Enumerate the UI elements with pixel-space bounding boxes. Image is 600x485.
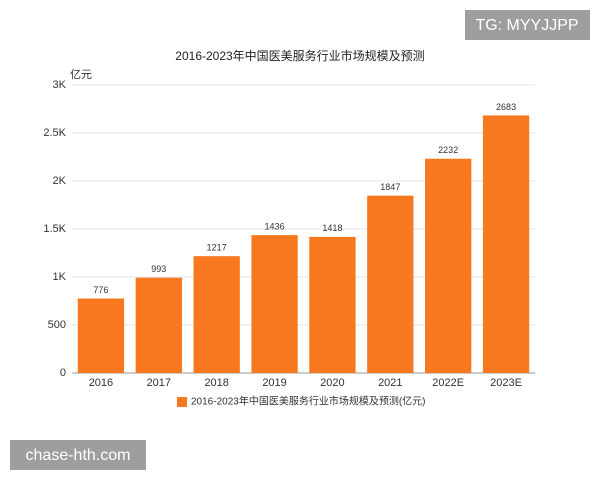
x-tick-label: 2022E	[432, 377, 464, 389]
x-tick-label: 2023E	[490, 377, 522, 389]
data-label: 776	[93, 285, 108, 295]
bar	[367, 195, 414, 373]
y-tick-label: 0	[60, 367, 66, 379]
data-label: 1418	[322, 223, 342, 233]
x-tick-label: 2019	[262, 377, 286, 389]
y-tick-label: 2.5K	[43, 127, 66, 139]
bar	[77, 298, 125, 373]
watermark: chase-hth.com	[26, 447, 131, 464]
x-tick-label: 2018	[204, 377, 228, 389]
bar	[425, 158, 472, 373]
data-label: 993	[151, 264, 166, 274]
y-tick-label: 3K	[53, 79, 67, 91]
x-tick-label: 2021	[378, 377, 402, 389]
watermark-box	[465, 10, 590, 40]
legend-swatch	[177, 397, 187, 407]
data-label: 2232	[438, 145, 458, 155]
x-tick-label: 2017	[147, 377, 171, 389]
watermark-box	[10, 440, 146, 470]
watermark: TG: MYYJJPP	[475, 17, 578, 34]
chart-title: 2016-2023年中国医美服务行业市场规模及预测	[175, 48, 424, 63]
bar	[482, 115, 530, 373]
data-label: 1847	[380, 182, 400, 192]
y-tick-label: 1.5K	[43, 223, 66, 235]
data-label: 1217	[207, 243, 227, 253]
bar	[251, 235, 298, 373]
y-unit: 亿元	[70, 68, 92, 81]
x-tick-label: 2016	[89, 377, 113, 389]
y-tick-label: 2K	[53, 175, 67, 187]
y-tick-label: 500	[48, 319, 66, 331]
legend-label: 2016-2023年中国医美服务行业市场规模及预测(亿元)	[191, 395, 425, 408]
data-label: 2683	[496, 102, 516, 112]
x-tick-label: 2020	[320, 377, 344, 389]
bar	[309, 236, 356, 373]
bar	[135, 277, 182, 373]
y-tick-label: 1K	[53, 271, 67, 283]
bar	[193, 256, 240, 373]
data-label: 1436	[265, 222, 285, 232]
